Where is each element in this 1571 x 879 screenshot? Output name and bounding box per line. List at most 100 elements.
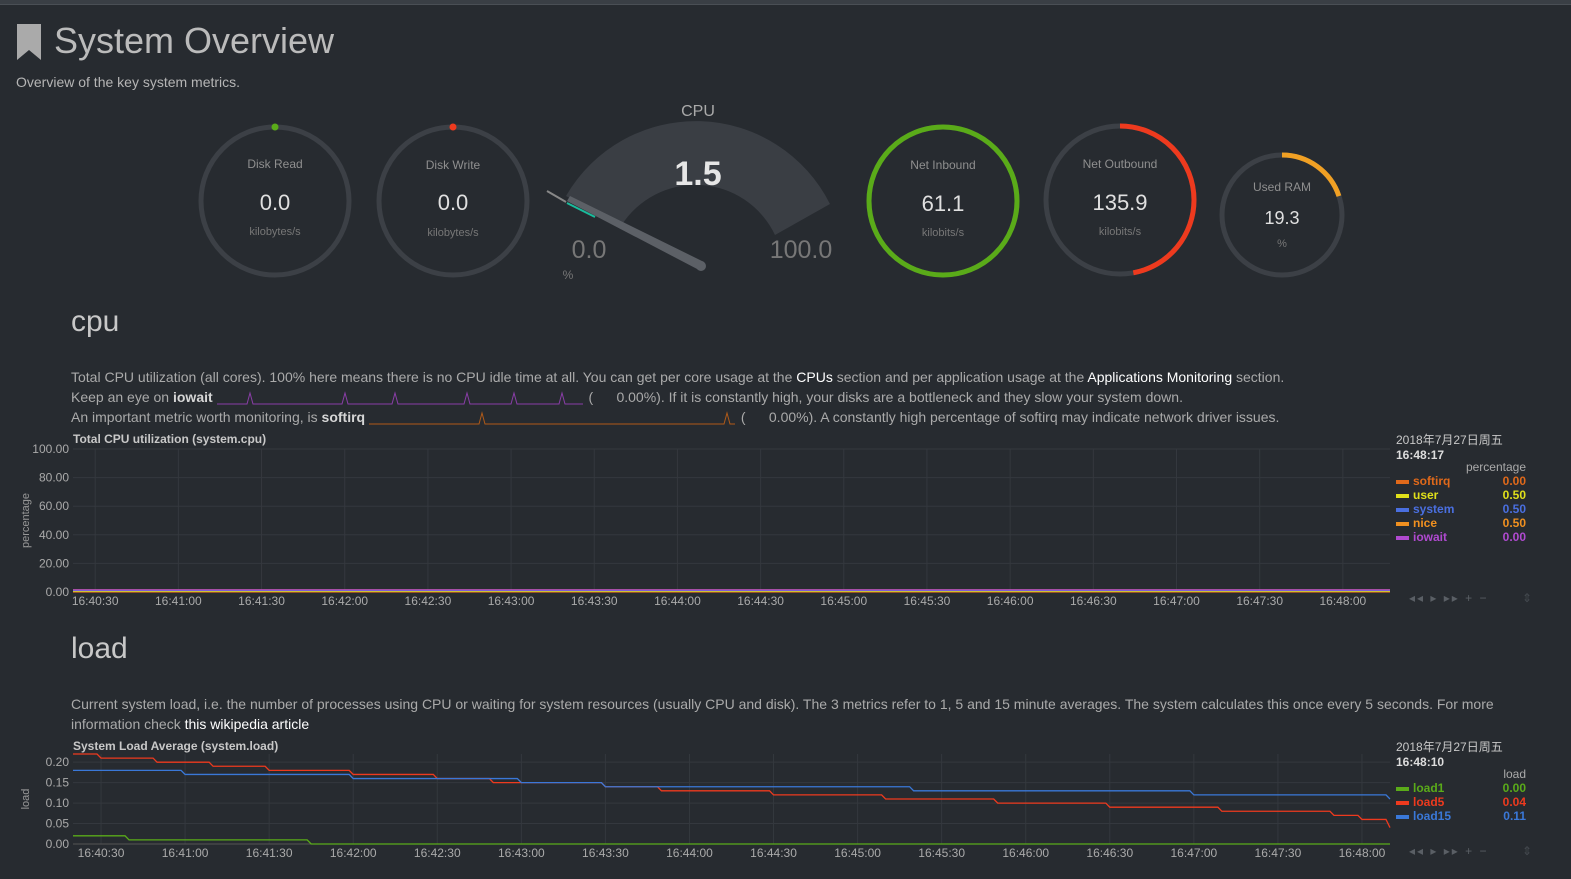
x-tick-label: 16:46:30 [1086,846,1133,860]
legend-series-value: 0.04 [1502,795,1526,809]
cpus-link[interactable]: CPUs [796,369,833,385]
legend-swatch [1396,494,1409,498]
disk-read-value: 0.0 [260,190,291,215]
x-tick-label: 16:47:30 [1236,594,1283,608]
cpu-legend-date: 2018年7月27日周五 [1396,433,1503,447]
x-tick-label: 16:46:00 [1002,846,1049,860]
disk-write-value: 0.0 [438,190,469,215]
cpu-legend: 2018年7月27日周五 16:48:17 percentage softirq… [1396,431,1536,544]
x-tick-label: 16:47:30 [1255,846,1302,860]
iowait-desc-text: Keep an eye on [71,389,173,405]
x-tick-label: 16:46:00 [987,594,1034,608]
cpu-legend-row-user[interactable]: user 0.50 [1396,488,1526,502]
page-subtitle: Overview of the key system metrics. [16,74,241,90]
load-series-load15 [73,769,1391,800]
load-section-title: load [71,632,128,665]
load-legend-row-load15[interactable]: load15 0.11 [1396,809,1526,823]
cpu-section-title: cpu [71,305,120,338]
wikipedia-link[interactable]: this wikipedia article [184,716,310,732]
y-tick-label: 0.15 [46,776,70,790]
y-tick-label: 0.20 [46,755,70,769]
legend-series-name: load15 [1413,809,1452,823]
net-inbound-unit: kilobits/s [922,227,965,239]
load-chart-resize-handle[interactable]: ⇕ [1522,844,1533,858]
net-outbound-arc [1043,123,1197,277]
cpu-desc-text: section. [1232,369,1285,385]
disk-write-unit: kilobytes/s [427,227,479,239]
cpu-chart[interactable]: 16:40:30 16:41:00 16:41:30 16:42:00 16:42:30… [0,440,1400,612]
cpu-legend-row-system[interactable]: system 0.50 [1396,502,1526,516]
legend-swatch [1396,480,1409,484]
y-tick-label: 80.00 [39,471,69,485]
softirq-desc-text: ). A constantly high percentage of softi… [808,409,1280,425]
x-tick-label: 16:41:00 [162,846,209,860]
net-outbound-gauge[interactable]: Net Outbound 135.9 kilobits/s [1043,123,1197,277]
cpu-desc-text: section and per application usage at the [832,369,1088,385]
x-tick-label: 16:47:00 [1153,594,1200,608]
load-chart[interactable]: 16:40:30 16:41:00 16:41:30 16:42:00 16:42:30… [0,748,1400,870]
iowait-percentage: 0.00% [616,389,657,405]
iowait-label: iowait [172,389,213,405]
y-tick-label: 60.00 [39,499,69,513]
used-ram-gauge[interactable]: Used RAM 19.3 % [1219,152,1345,278]
y-axis-label: load [20,789,32,810]
y-tick-label: 0.00 [46,837,70,851]
x-tick-label: 16:40:30 [72,594,119,608]
used-ram-label: Used RAM [1253,180,1311,194]
legend-series-name: iowait [1413,530,1448,544]
disk-write-gauge[interactable]: Disk Write 0.0 kilobytes/s [376,123,530,278]
load-legend-unit: load [1503,767,1526,781]
disk-read-gauge[interactable]: Disk Read 0.0 kilobytes/s [198,123,352,278]
cpu-chart-title: Total CPU utilization (system.cpu) [73,432,267,446]
cpu-legend-row-softirq[interactable]: softirq 0.00 [1396,474,1526,488]
cpu-description-line3: An important metric worth monitoring, is… [71,407,1279,427]
cpu-gauge-min: 0.0 [572,236,607,264]
net-outbound-label: Net Outbound [1083,157,1158,171]
legend-series-name: nice [1413,516,1438,530]
load-legend: 2018年7月27日周五 16:48:10 load load1 0.00 load… [1396,738,1536,823]
x-tick-label: 16:45:00 [820,594,867,608]
x-tick-label: 16:46:30 [1070,594,1117,608]
x-tick-label: 16:42:30 [414,846,461,860]
legend-swatch [1396,536,1409,540]
top-border [0,0,1571,5]
cpu-legend-row-nice[interactable]: nice 0.50 [1396,516,1526,530]
x-tick-label: 16:43:30 [582,846,629,860]
net-inbound-label: Net Inbound [910,158,975,172]
cpu-legend-row-iowait[interactable]: iowait 0.00 [1396,530,1526,544]
legend-series-value: 0.50 [1502,488,1526,502]
legend-series-name: load1 [1413,781,1445,795]
load-chart-nav-buttons[interactable]: ◂◂ ▸ ▸▸ + − [1409,844,1489,858]
x-tick-label: 16:44:30 [737,594,784,608]
load-series-load5 [73,753,1391,828]
y-tick-label: 0.05 [46,817,70,831]
cpu-chart-nav-buttons[interactable]: ◂◂ ▸ ▸▸ + − [1409,591,1489,605]
x-tick-label: 16:41:30 [238,594,285,608]
legend-series-name: load5 [1413,795,1445,809]
used-ram-value: 19.3 [1264,208,1299,228]
disk-read-indicator [271,123,279,131]
applications-monitoring-link[interactable]: Applications Monitoring [1087,369,1233,385]
x-tick-label: 16:43:00 [488,594,535,608]
legend-swatch [1396,508,1409,512]
net-outbound-unit: kilobits/s [1099,226,1142,238]
x-tick-label: 16:44:30 [750,846,797,860]
y-tick-label: 0.00 [46,585,70,599]
load-legend-row-load1[interactable]: load1 0.00 [1396,781,1526,795]
gauges-row: Disk Read 0.0 kilobytes/s Disk Write 0.0… [198,103,1345,282]
cpu-gauge-arc [566,121,830,235]
x-tick-label: 16:44:00 [666,846,713,860]
net-inbound-gauge[interactable]: Net Inbound 61.1 kilobits/s [866,124,1020,278]
cpu-chart-resize-handle[interactable]: ⇕ [1522,591,1533,605]
load-chart-title: System Load Average (system.load) [73,739,279,753]
x-tick-label: 16:48:00 [1339,846,1386,860]
cpu-legend-time: 16:48:17 [1396,448,1445,462]
used-ram-arc [1219,152,1345,278]
legend-series-name: user [1413,488,1439,502]
cpu-gauge[interactable]: CPU 1.5 0.0 100.0 % [546,103,832,282]
paren-open: ( [588,389,594,405]
load-legend-row-load5[interactable]: load5 0.04 [1396,795,1526,809]
load-description-line1: Current system load, i.e. the number of … [71,696,1494,712]
cpu-gauge-label: CPU [681,103,715,120]
cpu-gauge-value: 1.5 [674,155,721,193]
